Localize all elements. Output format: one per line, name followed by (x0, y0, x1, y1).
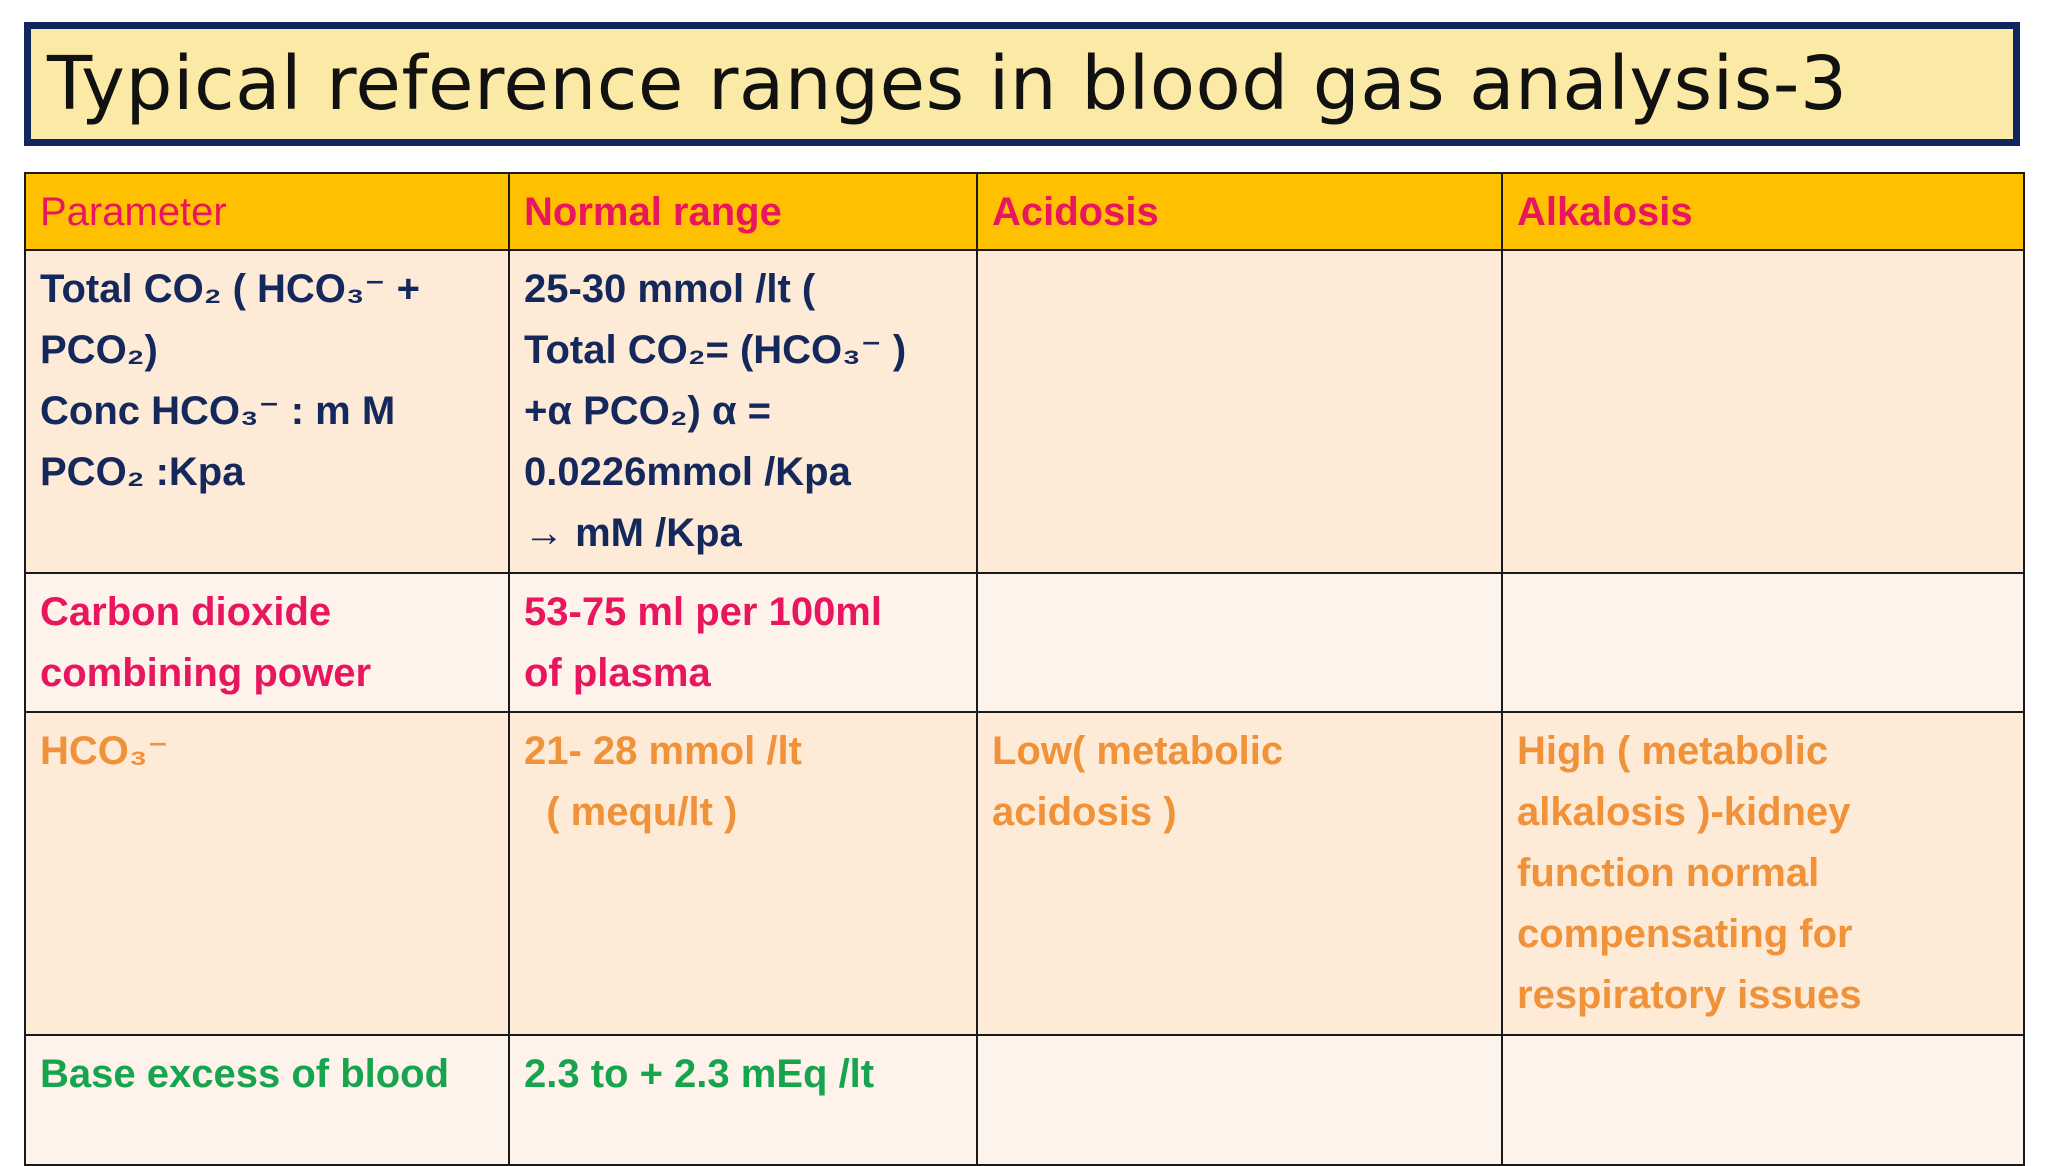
cell-acidosis (976, 1034, 1503, 1166)
cell-line: HCO₃⁻ (40, 729, 169, 773)
cell-line: of plasma (524, 651, 711, 695)
cell-line: PCO₂) (40, 328, 158, 372)
cell-line: alkalosis )-kidney (1517, 790, 1851, 834)
reference-table: Parameter Normal range Acidosis Alkalosi… (24, 172, 2025, 1166)
cell-parameter: Carbon dioxide combining power (24, 572, 510, 713)
cell-alkalosis (1501, 1034, 2025, 1166)
cell-normal-range: 25-30 mmol /lt ( Total CO₂= (HCO₃⁻ ) +α … (508, 249, 978, 574)
cell-line: respiratory issues (1517, 973, 1862, 1017)
cell-line: Conc HCO₃⁻ : m M (40, 389, 396, 433)
cell-alkalosis: High ( metabolic alkalosis )-kidney func… (1501, 711, 2025, 1036)
header-normal-range: Normal range (508, 172, 978, 251)
cell-line: Total CO₂ ( HCO₃⁻ + (40, 267, 420, 311)
cell-line: PCO₂ :Kpa (40, 450, 245, 494)
cell-line: 2.3 to + 2.3 mEq /lt (524, 1052, 875, 1096)
header-parameter: Parameter (24, 172, 510, 251)
cell-line: acidosis ) (992, 790, 1177, 834)
table-row: Base excess of blood 2.3 to + 2.3 mEq /l… (24, 1034, 2025, 1166)
cell-line: 25-30 mmol /lt ( (524, 267, 816, 311)
cell-normal-range: 21- 28 mmol /lt ( mequ/lt ) (508, 711, 978, 1036)
cell-alkalosis (1501, 572, 2025, 713)
table-header-row: Parameter Normal range Acidosis Alkalosi… (24, 172, 2025, 251)
table-row: Total CO₂ ( HCO₃⁻ + PCO₂) Conc HCO₃⁻ : m… (24, 249, 2025, 574)
cell-line: compensating for (1517, 912, 1853, 956)
table-row: HCO₃⁻ 21- 28 mmol /lt ( mequ/lt ) Low( m… (24, 711, 2025, 1036)
cell-normal-range: 2.3 to + 2.3 mEq /lt (508, 1034, 978, 1166)
cell-line: +α PCO₂) α = (524, 389, 772, 433)
cell-line: 21- 28 mmol /lt (524, 729, 802, 773)
cell-acidosis (976, 572, 1503, 713)
title-box: Typical reference ranges in blood gas an… (24, 22, 2020, 146)
cell-line: Low( metabolic (992, 729, 1284, 773)
cell-line: 0.0226mmol /Kpa (524, 450, 851, 494)
cell-line: Carbon dioxide (40, 590, 332, 634)
cell-parameter: Total CO₂ ( HCO₃⁻ + PCO₂) Conc HCO₃⁻ : m… (24, 249, 510, 574)
table-row: Carbon dioxide combining power 53-75 ml … (24, 572, 2025, 713)
cell-acidosis (976, 249, 1503, 574)
cell-normal-range: 53-75 ml per 100ml of plasma (508, 572, 978, 713)
cell-parameter: HCO₃⁻ (24, 711, 510, 1036)
header-alkalosis: Alkalosis (1501, 172, 2025, 251)
cell-acidosis: Low( metabolic acidosis ) (976, 711, 1503, 1036)
cell-line: High ( metabolic (1517, 729, 1829, 773)
cell-line: ( mequ/lt ) (524, 790, 738, 834)
cell-line: → mM /Kpa (524, 511, 742, 555)
cell-line: function normal (1517, 851, 1820, 895)
cell-line: 53-75 ml per 100ml (524, 590, 882, 634)
cell-line: Base excess of blood (40, 1052, 450, 1096)
slide-title: Typical reference ranges in blood gas an… (47, 41, 1848, 127)
cell-alkalosis (1501, 249, 2025, 574)
cell-parameter: Base excess of blood (24, 1034, 510, 1166)
cell-line: Total CO₂= (HCO₃⁻ ) (524, 328, 907, 372)
header-acidosis: Acidosis (976, 172, 1503, 251)
cell-line: combining power (40, 651, 372, 695)
